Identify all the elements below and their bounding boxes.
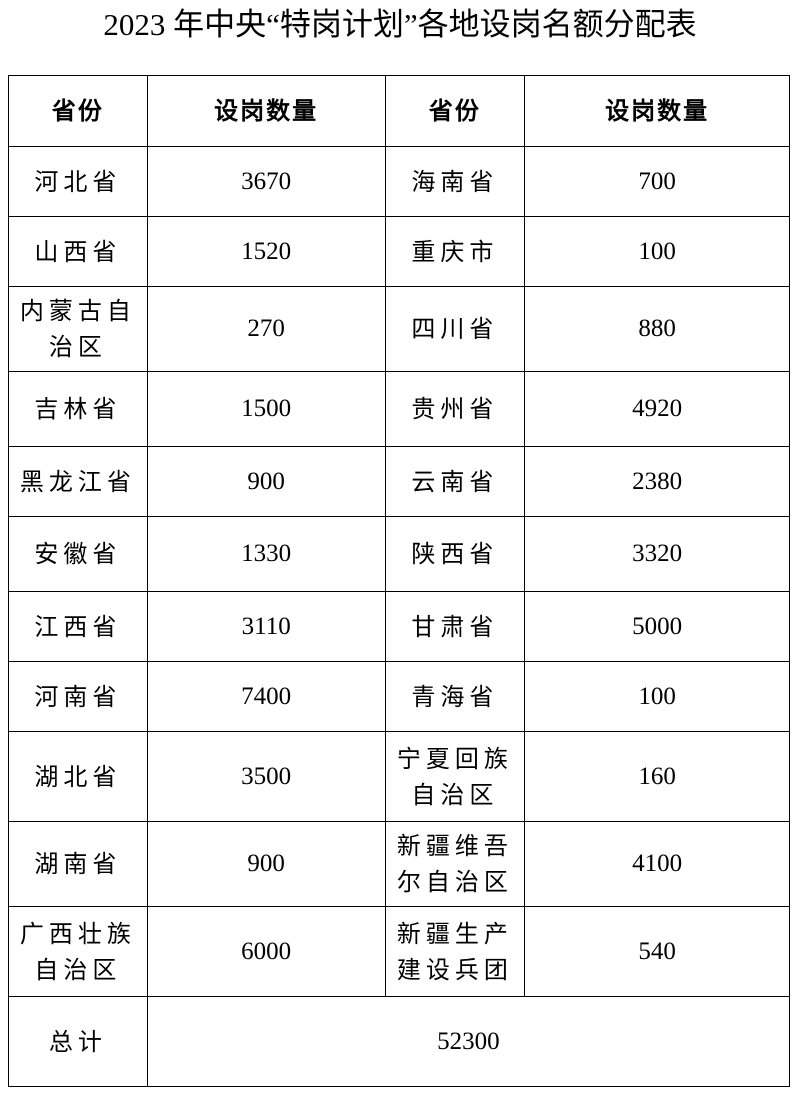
quota-cell: 100 xyxy=(524,661,790,732)
quota-cell: 270 xyxy=(146,286,386,372)
quota-cell: 1520 xyxy=(146,216,386,287)
province-cell: 青海省 xyxy=(384,661,526,732)
province-cell: 陕西省 xyxy=(384,516,526,592)
province-cell: 山西省 xyxy=(8,216,148,287)
quota-cell: 160 xyxy=(524,731,790,822)
province-cell: 贵州省 xyxy=(384,371,526,447)
quota-cell: 900 xyxy=(146,446,386,517)
quota-cell: 3320 xyxy=(524,516,790,592)
province-cell: 新疆生产建设兵团 xyxy=(384,906,526,997)
table-header-row: 省份 设岗数量 省份 设岗数量 xyxy=(8,75,790,147)
quota-cell: 3110 xyxy=(146,591,386,662)
quota-cell: 540 xyxy=(524,906,790,997)
table-row: 湖北省 3500 宁夏回族自治区 160 xyxy=(8,731,790,822)
province-cell: 河北省 xyxy=(8,146,148,217)
quota-cell: 1500 xyxy=(146,371,386,447)
table-row: 广西壮族自治区 6000 新疆生产建设兵团 540 xyxy=(8,906,790,997)
province-cell: 吉林省 xyxy=(8,371,148,447)
province-cell: 内蒙古自治区 xyxy=(8,286,148,372)
province-cell: 云南省 xyxy=(384,446,526,517)
quota-cell: 2380 xyxy=(524,446,790,517)
table-row: 湖南省 900 新疆维吾尔自治区 4100 xyxy=(8,821,790,907)
total-row: 总计 52300 xyxy=(8,996,791,1087)
table-row: 河南省 7400 青海省 100 xyxy=(8,661,790,732)
header-province: 省份 xyxy=(384,75,526,147)
quota-cell: 7400 xyxy=(146,661,386,732)
province-cell: 宁夏回族自治区 xyxy=(384,731,526,822)
total-label: 总计 xyxy=(8,996,148,1087)
province-cell: 江西省 xyxy=(8,591,148,662)
page-title: 2023 年中央“特岗计划”各地设岗名额分配表 xyxy=(103,7,697,42)
quota-cell: 3670 xyxy=(146,146,386,217)
quota-cell: 4100 xyxy=(524,821,790,907)
table-row: 安徽省 1330 陕西省 3320 xyxy=(8,516,790,592)
quota-cell: 1330 xyxy=(146,516,386,592)
province-cell: 四川省 xyxy=(384,286,526,372)
table-row: 山西省 1520 重庆市 100 xyxy=(8,216,790,287)
table-row: 黑龙江省 900 云南省 2380 xyxy=(8,446,790,517)
province-cell: 湖北省 xyxy=(8,731,148,822)
header-province: 省份 xyxy=(8,75,148,147)
province-cell: 河南省 xyxy=(8,661,148,732)
province-cell: 湖南省 xyxy=(8,821,148,907)
quota-cell: 6000 xyxy=(146,906,386,997)
header-quota: 设岗数量 xyxy=(524,75,790,147)
province-cell: 重庆市 xyxy=(384,216,526,287)
quota-cell: 5000 xyxy=(524,591,790,662)
quota-cell: 880 xyxy=(524,286,790,372)
quota-cell: 700 xyxy=(524,146,790,217)
province-cell: 新疆维吾尔自治区 xyxy=(384,821,526,907)
province-cell: 黑龙江省 xyxy=(8,446,148,517)
quota-cell: 3500 xyxy=(146,731,386,822)
table-row: 内蒙古自治区 270 四川省 880 xyxy=(8,286,790,372)
table-row: 河北省 3670 海南省 700 xyxy=(8,146,790,217)
quota-cell: 4920 xyxy=(524,371,790,447)
province-cell: 广西壮族自治区 xyxy=(8,906,148,997)
header-quota: 设岗数量 xyxy=(146,75,386,147)
total-value: 52300 xyxy=(146,996,791,1087)
quota-cell: 900 xyxy=(146,821,386,907)
province-cell: 安徽省 xyxy=(8,516,148,592)
quota-table: 省份 设岗数量 省份 设岗数量 河北省 3670 海南省 700 山西省 1520 重庆市 1… xyxy=(8,75,791,1087)
province-cell: 海南省 xyxy=(384,146,526,217)
table-row: 江西省 3110 甘肃省 5000 xyxy=(8,591,790,662)
province-cell: 甘肃省 xyxy=(384,591,526,662)
quota-cell: 100 xyxy=(524,216,790,287)
table-row: 吉林省 1500 贵州省 4920 xyxy=(8,371,790,447)
